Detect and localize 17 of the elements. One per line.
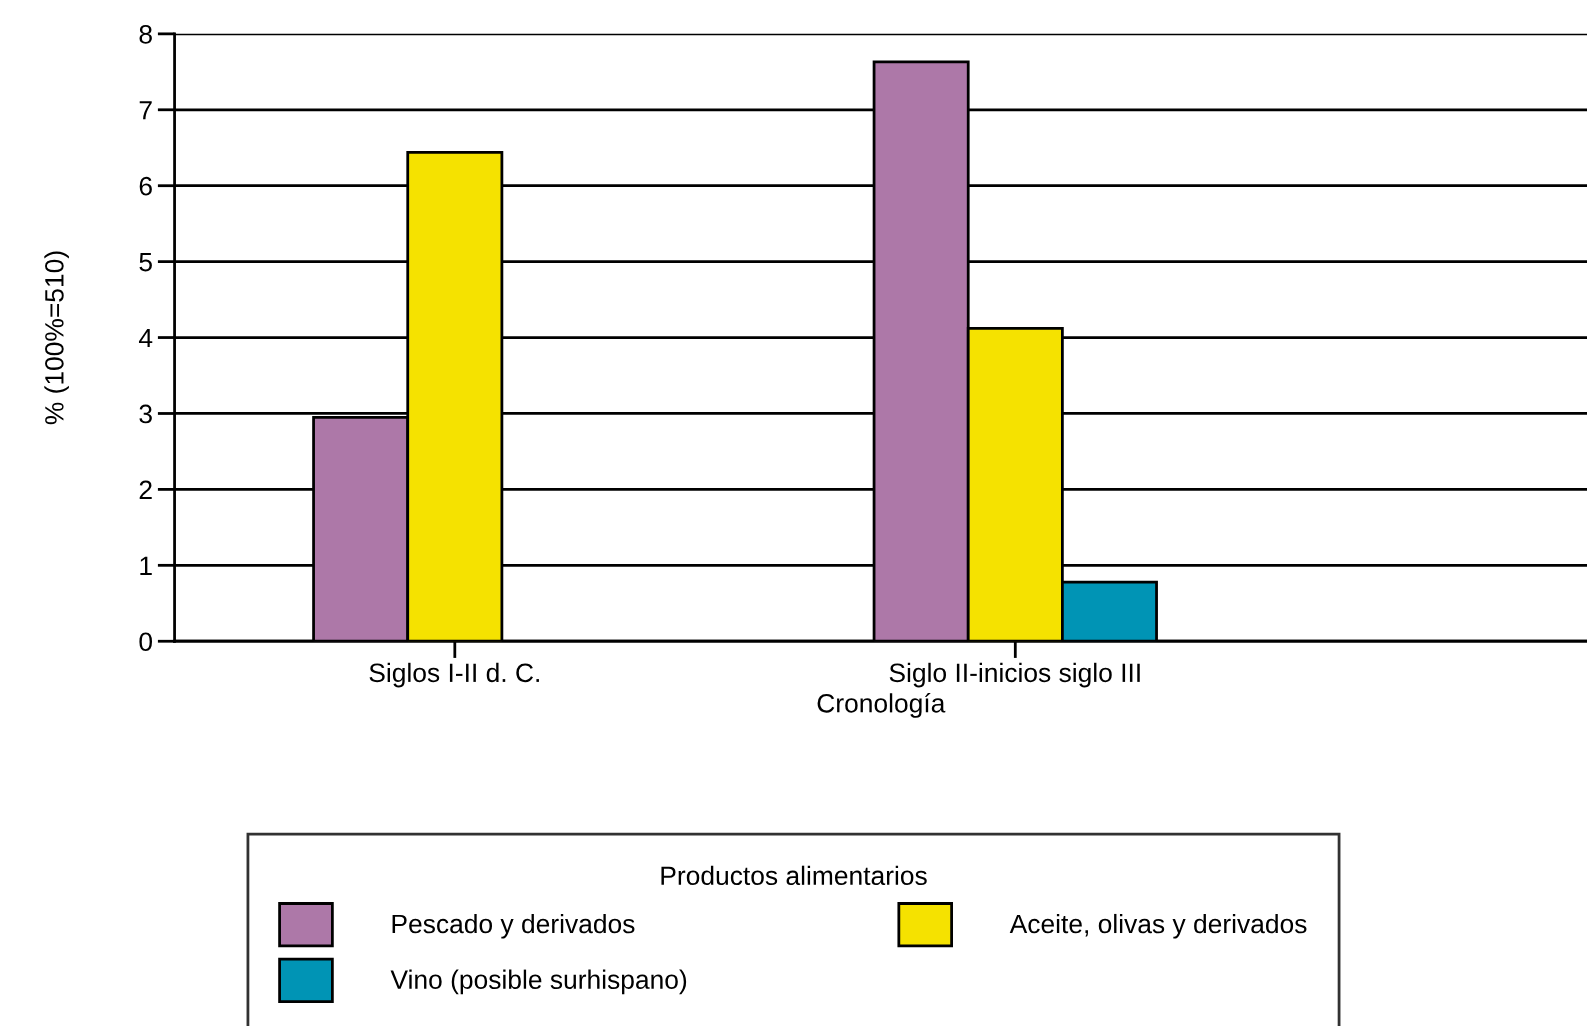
- legend-label: Aceite, olivas y derivados: [1009, 913, 1307, 939]
- y-tick-label: 5: [139, 253, 152, 272]
- legend-title: Productos alimentarios: [661, 865, 927, 886]
- x-tick-label: Siglos I-II d. C.: [369, 662, 539, 688]
- legend-label: Vino (posible surhispano): [390, 969, 687, 995]
- y-tick-label: 7: [139, 101, 152, 120]
- y-tick-label: 4: [138, 328, 153, 348]
- y-tick-label: 1: [140, 556, 152, 575]
- x-tick-label: Siglo II-inicios siglo III: [889, 662, 1140, 688]
- y-tick-label: 3: [139, 404, 152, 424]
- x-axis-title: Cronología: [817, 692, 946, 718]
- y-axis-title: % (100%=510): [44, 251, 69, 425]
- y-tick-label: 0: [139, 632, 153, 652]
- legend-label: Pescado y derivados: [392, 913, 635, 939]
- y-tick-label: 6: [139, 176, 152, 196]
- y-tick-label: 2: [139, 480, 152, 499]
- y-tick-label: 8: [139, 24, 152, 44]
